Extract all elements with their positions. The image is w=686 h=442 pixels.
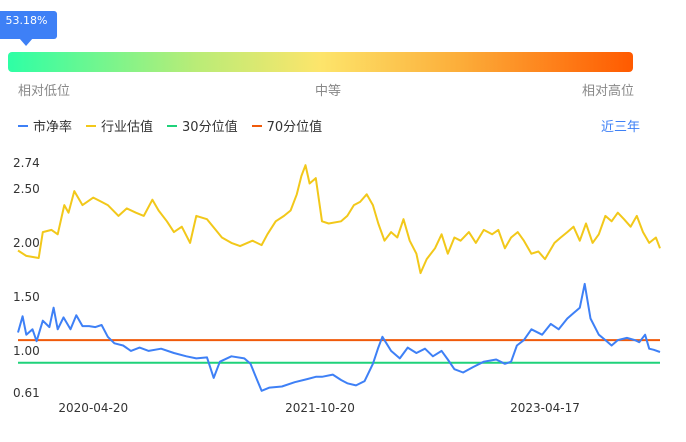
legend-label-p70: 70分位值 — [266, 120, 323, 135]
legend-item-p70[interactable]: 70分位值 — [251, 116, 323, 135]
legend-label-pb: 市净率 — [33, 120, 73, 135]
series-line-pb — [17, 282, 661, 392]
gauge-label-mid: 中等 — [315, 84, 342, 99]
legend-swatch-p30 — [167, 124, 178, 127]
gauge-gradient-bar — [8, 52, 633, 72]
x-tick-label: 2020-04-20 — [58, 401, 128, 415]
legend-swatch-pb — [18, 124, 28, 127]
legend-swatch-p70 — [251, 124, 262, 127]
legend-item-p30[interactable]: 30分位值 — [167, 116, 238, 135]
legend-label-p30: 30分位值 — [182, 120, 238, 135]
x-tick-label: 2021-10-20 — [285, 401, 355, 415]
y-tick-label: 2.74 — [13, 156, 40, 170]
y-tick-label: 0.61 — [13, 386, 40, 400]
time-range-selector[interactable]: 近三年 — [600, 120, 640, 135]
legend-swatch-industry — [86, 124, 97, 127]
y-tick-label: 1.00 — [13, 344, 40, 358]
legend-item-industry[interactable]: 行业估值 — [86, 116, 153, 135]
legend-label-industry: 行业估值 — [101, 120, 154, 135]
y-tick-label: 1.50 — [13, 290, 40, 304]
chart-legend: 市净率 行业估值 30分位值 70分位值 — [18, 116, 322, 135]
gauge-label-high: 相对高位 — [582, 84, 635, 99]
y-tick-label: 2.50 — [13, 182, 40, 196]
y-tick-label: 2.00 — [13, 236, 40, 250]
gauge-label-low: 相对低位 — [18, 84, 71, 99]
percentile-gauge — [8, 52, 633, 72]
percentile-marker: 53.18% — [0, 11, 58, 39]
series-line-industry — [17, 164, 661, 275]
x-tick-label: 2023-04-17 — [510, 401, 580, 415]
legend-item-pb[interactable]: 市净率 — [18, 116, 72, 135]
